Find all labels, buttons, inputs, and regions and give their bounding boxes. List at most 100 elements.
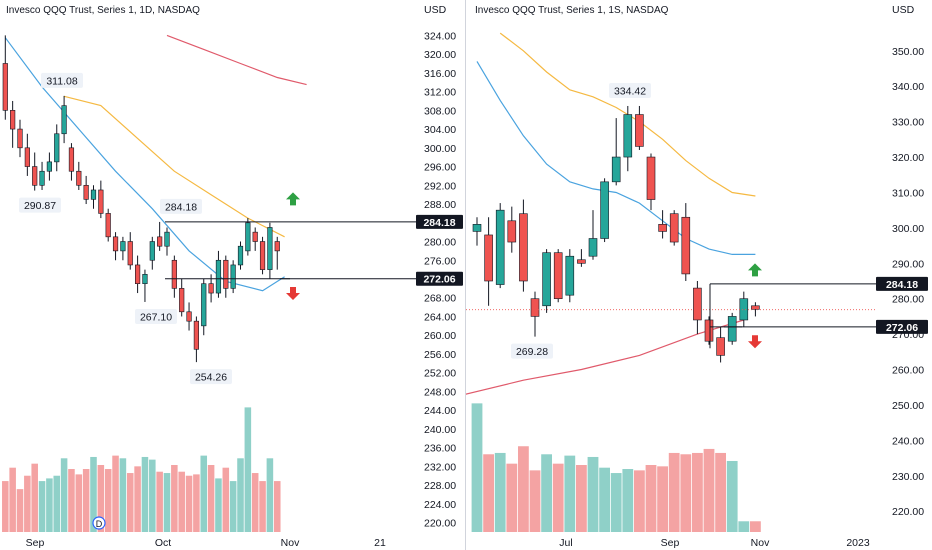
candle-body — [623, 114, 633, 158]
price-callout-label: 290.87 — [24, 200, 56, 212]
volume-bar — [112, 455, 119, 532]
candle-body — [237, 245, 244, 266]
price-callout-label: 284.18 — [165, 201, 197, 213]
price-callout-label: 254.26 — [195, 372, 227, 384]
price-tick-label: 268.00 — [424, 293, 456, 305]
price-tick-label: 228.00 — [424, 480, 456, 492]
price-tick-label: 250.00 — [892, 400, 924, 412]
volume-bar — [9, 467, 16, 532]
candle-body — [716, 337, 725, 356]
price-tick-label: 280.00 — [892, 294, 924, 306]
price-tick-label: 248.00 — [424, 386, 456, 398]
candle-body — [727, 316, 737, 342]
volume-bar — [552, 463, 564, 532]
left-chart-title: Invesco QQQ Trust, Series 1, 1D, NASDAQ — [6, 5, 200, 16]
candle-body — [635, 114, 644, 147]
volume-bar — [692, 452, 703, 532]
volume-bar — [207, 465, 215, 532]
volume-bar — [104, 469, 112, 532]
candle-body — [135, 264, 141, 284]
candle-body — [17, 128, 23, 149]
level-tag — [876, 319, 928, 334]
candle-body — [519, 213, 528, 282]
candle-body — [157, 236, 163, 247]
left-chart[interactable]: 220.00 224.00 228.00 232.00 236.00 240.00 244.… — [2, 30, 463, 549]
volume-bar — [564, 455, 576, 532]
volume-bar — [38, 481, 46, 532]
price-callout-label: 311.08 — [46, 75, 77, 87]
volume-bar — [587, 456, 599, 532]
price-tick-label: 316.00 — [424, 68, 456, 80]
candle-body — [215, 259, 222, 294]
candle-body — [577, 259, 586, 264]
time-tick-label: Sep — [26, 537, 45, 549]
candle-body — [223, 259, 229, 289]
volume-bar — [506, 463, 518, 532]
price-tick-label: 280.00 — [424, 237, 456, 249]
candle-body — [164, 231, 170, 247]
volume-bar — [97, 465, 105, 532]
candle-body — [658, 224, 667, 232]
candle-body — [127, 241, 133, 266]
candle-body — [495, 209, 505, 285]
candle-body — [530, 298, 540, 317]
candle-body — [32, 166, 38, 186]
time-tick-label: Nov — [751, 537, 770, 549]
volume-bar — [229, 481, 237, 532]
volume-bar — [2, 481, 9, 532]
candle-body — [230, 264, 236, 289]
candle-body — [739, 298, 749, 321]
candle-body — [507, 220, 517, 243]
candle-body — [90, 189, 97, 200]
price-tick-label: 232.00 — [424, 461, 456, 473]
price-callout — [511, 343, 553, 359]
volume-bar — [483, 454, 494, 532]
price-tick-label: 320.00 — [424, 49, 456, 61]
price-callout-label: 267.10 — [140, 311, 172, 323]
candle-body — [171, 259, 177, 289]
volume-bar — [31, 463, 38, 532]
arrow-down-icon — [748, 335, 762, 349]
candle-body — [83, 184, 89, 200]
volume-bar — [185, 475, 193, 532]
level-tag-label: 284.18 — [423, 217, 455, 229]
volume-bar — [680, 454, 692, 532]
candle-body — [10, 110, 16, 130]
price-tick-label: 330.00 — [892, 117, 924, 129]
price-callout — [135, 308, 177, 324]
candle-body — [669, 213, 679, 243]
price-tick-label: 324.00 — [424, 30, 456, 42]
volume-bar — [222, 467, 230, 532]
volume-bar — [529, 470, 541, 532]
volume-bar — [75, 474, 83, 532]
time-tick-label: Jul — [559, 537, 572, 549]
price-tick-label: 304.00 — [424, 124, 456, 136]
volume-bar — [171, 465, 178, 532]
right-chart[interactable]: 220.00230.00240.00250.00260.00270.00280.… — [465, 32, 928, 549]
price-tick-label: 220.00 — [892, 506, 924, 518]
volume-bar — [599, 467, 610, 532]
time-tick-label: Oct — [155, 537, 171, 549]
price-tick-label: 290.00 — [892, 258, 924, 270]
ma-red-line — [166, 34, 307, 86]
price-tick-label: 292.00 — [424, 180, 456, 192]
candle-body — [553, 252, 563, 300]
candle-body — [68, 147, 75, 172]
candle-body — [259, 241, 266, 270]
volume-bar — [193, 474, 200, 532]
candle-body — [267, 227, 273, 270]
candle-body — [112, 236, 119, 252]
volume-bar — [134, 466, 141, 532]
price-tick-label: 240.00 — [892, 435, 924, 447]
price-tick-label: 296.00 — [424, 162, 456, 174]
price-tick-label: 264.00 — [424, 311, 456, 323]
volume-bar — [156, 471, 163, 532]
volume-bar — [645, 465, 657, 532]
level-tag-label: 284.18 — [886, 279, 918, 291]
price-callout-label: 269.28 — [516, 346, 548, 358]
volume-bar — [141, 456, 149, 532]
candle-body — [252, 231, 258, 242]
volume-bar — [657, 466, 668, 532]
candle-body — [61, 105, 67, 135]
